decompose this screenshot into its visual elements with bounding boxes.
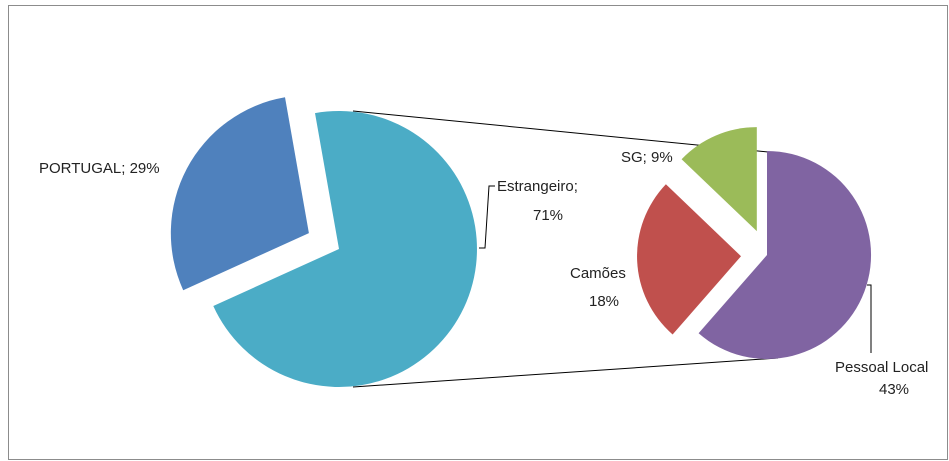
label-pessoal-local-name: Pessoal Local [835, 359, 928, 376]
label-camoes-name: Camões [570, 265, 626, 282]
label-camoes-value: 18% [589, 293, 619, 310]
pie-slice-pessoal-local [698, 150, 872, 359]
leader-line-pessoal-local [867, 284, 872, 353]
label-portugal: PORTUGAL; 29% [39, 160, 160, 177]
pie-slice-portugal [170, 97, 309, 291]
pie-slice-estrangeiro [213, 111, 477, 388]
chart-area: PORTUGAL; 29% Estrangeiro; 71% SG; 9% Ca… [8, 5, 948, 460]
label-estrangeiro-value: 71% [533, 207, 563, 224]
leader-line-estrangeiro [479, 185, 495, 249]
label-pessoal-local-value: 43% [879, 381, 909, 398]
pie-slice-camoes [637, 184, 741, 335]
label-estrangeiro-name: Estrangeiro; [497, 178, 578, 195]
pie-slice-sg [681, 127, 757, 232]
connector-line-bottom [352, 357, 779, 388]
label-sg: SG; 9% [621, 149, 673, 166]
